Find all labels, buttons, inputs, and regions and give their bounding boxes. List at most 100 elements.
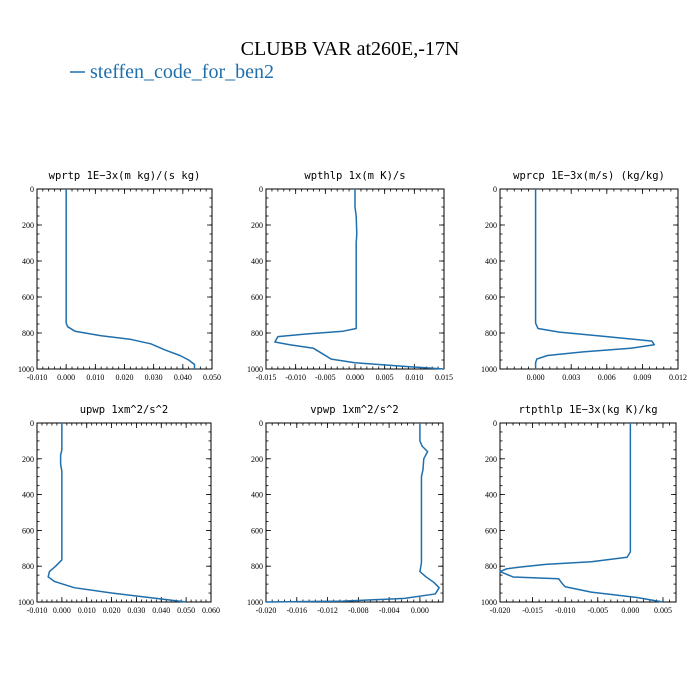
- x-tick-label: 0.040: [152, 606, 170, 615]
- x-tick-label: -0.012: [317, 606, 338, 615]
- x-tick-label: 0.015: [435, 373, 453, 382]
- y-tick-label: 600: [251, 526, 263, 535]
- y-tick-label: 0: [493, 419, 497, 428]
- series-line-6: [499, 423, 664, 603]
- plot-frame: [36, 422, 212, 603]
- y-tick-label: 600: [251, 293, 263, 302]
- y-tick-label: 1000: [18, 598, 34, 607]
- panel-title: wpthlp 1x(m K)/s: [304, 170, 405, 182]
- series-line-5: [265, 423, 440, 603]
- y-tick-label: 0: [30, 419, 34, 428]
- chart-panel-4: upwp 1xm^2/s^2 -0.010 0.000 0.010 0.020 0.030…: [18, 404, 220, 615]
- x-tick-label: 0.060: [202, 606, 220, 615]
- panels: wprtp 1E−3x(m kg)/(s kg) -0.010 0.000 0.010…: [18, 170, 687, 615]
- plot-frame: [36, 188, 213, 370]
- x-tick-label: 0.010: [405, 373, 423, 382]
- y-tick-label: 200: [485, 221, 497, 230]
- panel-title: upwp 1xm^2/s^2: [80, 404, 169, 416]
- x-tick-label: -0.020: [490, 606, 511, 615]
- y-tick-label: 800: [22, 329, 34, 338]
- y-tick-label: 800: [485, 562, 497, 571]
- y-tick-label: 600: [22, 293, 34, 302]
- x-tick-label: -0.005: [315, 373, 336, 382]
- panel-title: wprtp 1E−3x(m kg)/(s kg): [49, 170, 201, 182]
- plot-frame: [265, 422, 444, 603]
- y-tick-label: 800: [22, 562, 34, 571]
- x-tick-label: -0.008: [348, 606, 369, 615]
- y-tick-label: 0: [259, 185, 263, 194]
- x-tick-label: -0.020: [256, 606, 277, 615]
- y-tick-label: 0: [30, 185, 34, 194]
- chart-panel-5: vpwp 1xm^2/s^2 -0.020 -0.016 -0.012 -0.008 -0…: [247, 404, 444, 615]
- y-tick-label: 200: [22, 221, 34, 230]
- x-tick-label: -0.004: [379, 606, 400, 615]
- y-tick-label: 1000: [18, 365, 34, 374]
- chart-panel-2: wpthlp 1x(m K)/s -0.015 -0.010 -0.005 0.000 0…: [247, 170, 453, 382]
- y-tick-label: 600: [485, 293, 497, 302]
- chart-panel-3: wprcp 1E−3x(m/s) (kg/kg) 0.000 0.003 0.006 0…: [481, 170, 687, 382]
- y-tick-label: 200: [251, 221, 263, 230]
- y-tick-label: 1000: [247, 598, 263, 607]
- x-tick-label: -0.010: [285, 373, 306, 382]
- plot-frame: [265, 188, 445, 370]
- panel-title: wprcp 1E−3x(m/s) (kg/kg): [513, 170, 665, 182]
- x-tick-label: 0.020: [116, 373, 134, 382]
- x-tick-label: 0.030: [127, 606, 145, 615]
- y-tick-label: 400: [22, 257, 34, 266]
- chart-panel-1: wprtp 1E−3x(m kg)/(s kg) -0.010 0.000 0.010…: [18, 170, 221, 382]
- x-tick-label: -0.010: [27, 606, 48, 615]
- x-tick-label: -0.010: [555, 606, 576, 615]
- y-tick-label: 200: [485, 455, 497, 464]
- x-tick-label: -0.016: [286, 606, 307, 615]
- plot-frame: [499, 422, 677, 603]
- series-line-2: [274, 189, 445, 370]
- x-tick-label: 0.006: [598, 373, 616, 382]
- x-tick-label: 0.030: [145, 373, 163, 382]
- y-tick-label: 1000: [247, 365, 263, 374]
- x-tick-label: 0.005: [654, 606, 672, 615]
- y-tick-label: 400: [485, 491, 497, 500]
- y-tick-label: 1000: [481, 598, 497, 607]
- x-tick-label: -0.015: [256, 373, 277, 382]
- x-tick-label: -0.005: [587, 606, 608, 615]
- x-tick-label: 0.009: [633, 373, 651, 382]
- legend-label: steffen_code_for_ben2: [90, 61, 274, 83]
- x-tick-label: 0.010: [86, 373, 104, 382]
- y-tick-label: 0: [493, 185, 497, 194]
- x-tick-label: -0.015: [522, 606, 543, 615]
- x-tick-label: 0.010: [78, 606, 96, 615]
- panel-title: rtpthlp 1E−3x(kg K)/kg: [518, 404, 657, 416]
- x-tick-label: 0.000: [621, 606, 639, 615]
- x-tick-label: 0.040: [174, 373, 192, 382]
- y-tick-label: 400: [251, 257, 263, 266]
- x-tick-label: 0.050: [177, 606, 195, 615]
- y-tick-label: 800: [485, 329, 497, 338]
- y-tick-label: 800: [251, 562, 263, 571]
- y-tick-label: 200: [251, 455, 263, 464]
- figure-title: CLUBB VAR at260E,-17N: [241, 38, 460, 60]
- x-tick-label: 0.000: [57, 373, 75, 382]
- y-tick-label: 400: [251, 491, 263, 500]
- y-tick-label: 800: [251, 329, 263, 338]
- panel-title: vpwp 1xm^2/s^2: [310, 404, 399, 416]
- x-tick-label: 0.000: [527, 373, 545, 382]
- x-tick-label: 0.000: [346, 373, 364, 382]
- x-tick-label: 0.050: [203, 373, 221, 382]
- x-tick-label: 0.000: [411, 606, 429, 615]
- x-tick-label: 0.012: [669, 373, 687, 382]
- series-line-1: [65, 189, 196, 369]
- y-tick-label: 1000: [481, 365, 497, 374]
- y-tick-label: 200: [22, 455, 34, 464]
- x-tick-label: 0.000: [53, 606, 71, 615]
- legend: steffen_code_for_ben2: [70, 61, 274, 83]
- y-tick-label: 600: [485, 526, 497, 535]
- series-line-4: [47, 423, 187, 603]
- y-tick-label: 400: [22, 491, 34, 500]
- plot-frame: [499, 188, 679, 370]
- y-tick-label: 600: [22, 526, 34, 535]
- y-tick-label: 400: [485, 257, 497, 266]
- chart-panel-6: rtpthlp 1E−3x(kg K)/kg -0.020 -0.015 -0.010…: [481, 404, 677, 615]
- x-tick-label: -0.010: [27, 373, 48, 382]
- series-line-3: [534, 189, 656, 369]
